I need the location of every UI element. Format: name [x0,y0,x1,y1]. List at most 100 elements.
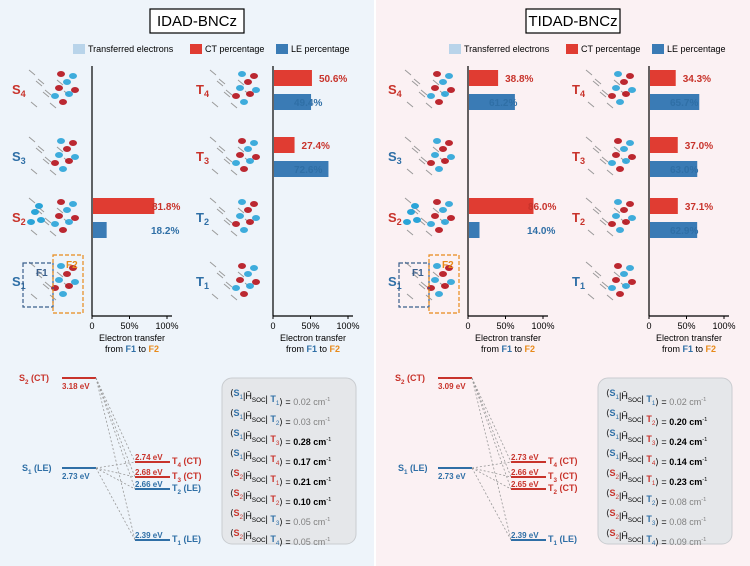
molecule-bond [613,271,621,278]
orbital-lobe-red [433,199,441,205]
molecule-bond [592,80,600,87]
molecule-bond [420,89,428,96]
orbital-lobe-blue [441,219,449,225]
molecule-bond [44,217,52,224]
s4-label: S4 [388,82,403,99]
t2-energy-label: T2 (CT) [548,483,578,496]
s1-energy-value: 2.73 eV [62,472,90,481]
molecule-bond [56,271,64,278]
orbital-lobe-red [71,215,79,221]
orbital-lobe-blue [433,138,441,144]
molecule-bond [594,78,602,85]
molecule-bond [587,229,595,236]
orbital-lobe-red [250,73,258,79]
molecule-bond [56,79,64,86]
t2-label: T2 [572,210,585,227]
orbital-lobe-red [232,221,240,227]
soc-connector [471,377,512,463]
molecule-s2 [403,197,455,237]
ct-bar [469,198,534,214]
orbital-lobe-red [240,291,248,297]
orbital-lobe-blue [431,277,439,283]
t3-energy-value: 2.66 eV [511,468,539,477]
axis-tick-label: 50% [496,321,514,331]
orbital-lobe-red [612,277,620,283]
molecule-bond [425,230,433,237]
molecule-t2 [209,197,260,237]
orbital-lobe-blue [244,271,252,277]
soc-connector [471,467,512,490]
ct-percentage: 38.8% [505,74,533,85]
orbital-lobe-blue [622,158,630,164]
legend-swatch-ct [566,44,578,54]
le-percentage: 49.4% [294,98,322,109]
molecule-bond [225,156,233,163]
le-percentage: 65.7% [670,98,698,109]
soc-table-box [597,377,733,545]
orbital-lobe-red [59,227,67,233]
orbital-lobe-red [55,85,63,91]
orbital-lobe-red [445,265,453,271]
molecule-bond [211,229,219,236]
ct-bar [650,70,676,86]
t3-energy-label: T3 (CT) [548,471,578,484]
orbital-lobe-blue [628,87,636,93]
s1-energy-value: 2.73 eV [438,472,466,481]
molecule-bond [599,283,607,290]
le-bar [274,94,312,110]
t2-label: T2 [196,210,209,227]
orbital-lobe-blue [250,265,258,271]
molecule-bond [223,283,231,290]
orbital-lobe-red [63,146,71,152]
molecule-bond [218,270,226,277]
orbital-lobe-blue [252,215,260,221]
orbital-lobe-red [57,71,65,77]
orbital-lobe-red [433,71,441,77]
orbital-lobe-red [246,219,254,225]
orbital-lobe-blue [608,160,616,166]
orbital-lobe-red [69,265,77,271]
molecule-bond [237,207,245,214]
ct-bar [274,137,295,153]
molecule-bond [411,80,419,87]
molecule-bond [592,208,600,215]
molecule-s4 [404,69,455,109]
orbital-lobe-blue [612,85,620,91]
orbital-lobe-blue [626,265,634,271]
orbital-lobe-red [57,199,65,205]
molecule-bond [209,261,217,268]
orbital-lobe-blue [407,209,415,215]
orbital-lobe-blue [614,199,622,205]
legend-swatch-transferred [449,44,461,54]
molecule-bond [209,69,217,76]
molecule-bond [585,136,593,143]
molecule-bond [230,102,238,109]
fragment-f2-box [52,254,84,314]
orbital-lobe-blue [63,79,71,85]
orbital-lobe-blue [435,291,443,297]
le-percentage: 61.2% [489,98,517,109]
orbital-lobe-red [65,158,73,164]
orbital-lobe-blue [71,154,79,160]
orbital-lobe-red [620,79,628,85]
orbital-lobe-red [628,154,636,160]
molecule-bond [585,197,593,204]
molecule-bond [411,147,419,154]
molecule-s3 [404,136,455,176]
orbital-lobe-blue [622,283,630,289]
molecule-bond [216,147,224,154]
molecule-bond [44,89,52,96]
molecule-bond [606,230,614,237]
molecule-bond [432,207,440,214]
molecule-bond [216,272,224,279]
soc-connector [95,461,136,469]
molecule-s1 [404,261,455,301]
orbital-lobe-red [614,138,622,144]
s1-label: S1 [388,274,402,291]
molecule-bond [594,270,602,277]
molecule-bond [30,229,38,236]
legend-swatch-ct [190,44,202,54]
molecule-bond [37,270,45,277]
soc-connector [95,377,136,478]
s1-energy-label: S1 (LE) [22,463,52,476]
